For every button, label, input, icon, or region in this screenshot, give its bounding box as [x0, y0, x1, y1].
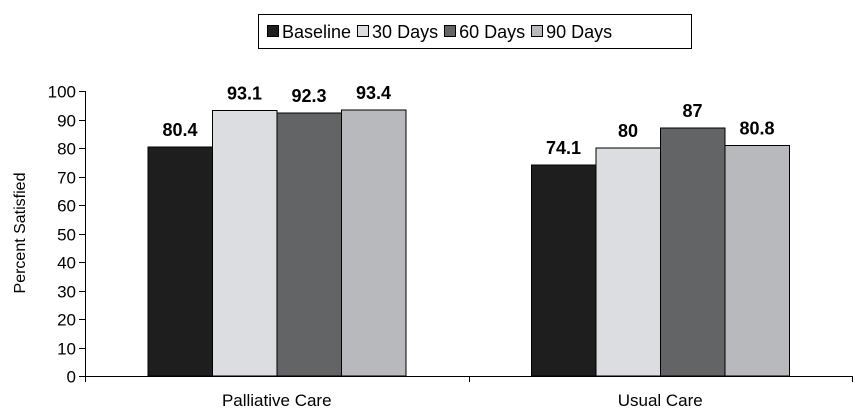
data-label: 92.3 [291, 86, 326, 106]
x-category-label: Usual Care [618, 391, 703, 410]
bar-baseline [147, 146, 213, 377]
data-label: 74.1 [546, 138, 581, 158]
legend-box [258, 14, 692, 49]
y-axis-label: Percent Satisfied [12, 173, 29, 294]
y-tick-label: 10 [57, 340, 76, 359]
y-tick-label: 70 [57, 169, 76, 188]
legend-label: Baseline [282, 22, 351, 42]
legend: Baseline 30 Days 60 Days 90 Days [258, 14, 692, 49]
bar-60-days [659, 127, 726, 377]
y-tick-label: 100 [48, 83, 76, 102]
data-label: 80 [618, 121, 638, 141]
legend-label: 30 Days [372, 22, 438, 42]
y-tick-label: 50 [57, 226, 76, 245]
plot-area: 80.4 93.1 92.3 93.4 74.1 80 87 80.8 0 10 20 30 40 50… [48, 83, 853, 410]
bar-90-days [724, 145, 790, 377]
data-label: 93.1 [227, 84, 262, 104]
legend-swatch [444, 25, 457, 37]
y-tick-label: 40 [57, 254, 76, 273]
data-label: 80.4 [162, 120, 197, 140]
data-label: 87 [682, 101, 702, 121]
y-tick-label: 30 [57, 283, 76, 302]
bar-30-days [211, 110, 278, 377]
legend-swatch [267, 25, 279, 37]
data-label: 80.8 [739, 119, 774, 139]
y-tick-label: 80 [57, 140, 76, 159]
x-category-label: Palliative Care [222, 391, 332, 410]
y-tick-label: 60 [57, 197, 76, 216]
bar-baseline [530, 164, 597, 377]
y-tick-label: 0 [67, 368, 76, 387]
y-tick-label: 20 [57, 311, 76, 330]
legend-label: 60 Days [459, 22, 525, 42]
legend-label: 90 Days [546, 22, 612, 42]
legend-swatch [531, 25, 544, 37]
legend-swatch [357, 25, 370, 37]
data-label: 93.4 [356, 83, 391, 103]
y-tick-label: 90 [57, 112, 76, 131]
bar-30-days [595, 147, 661, 377]
bar-90-days [340, 109, 407, 377]
bar-60-days [276, 112, 342, 377]
